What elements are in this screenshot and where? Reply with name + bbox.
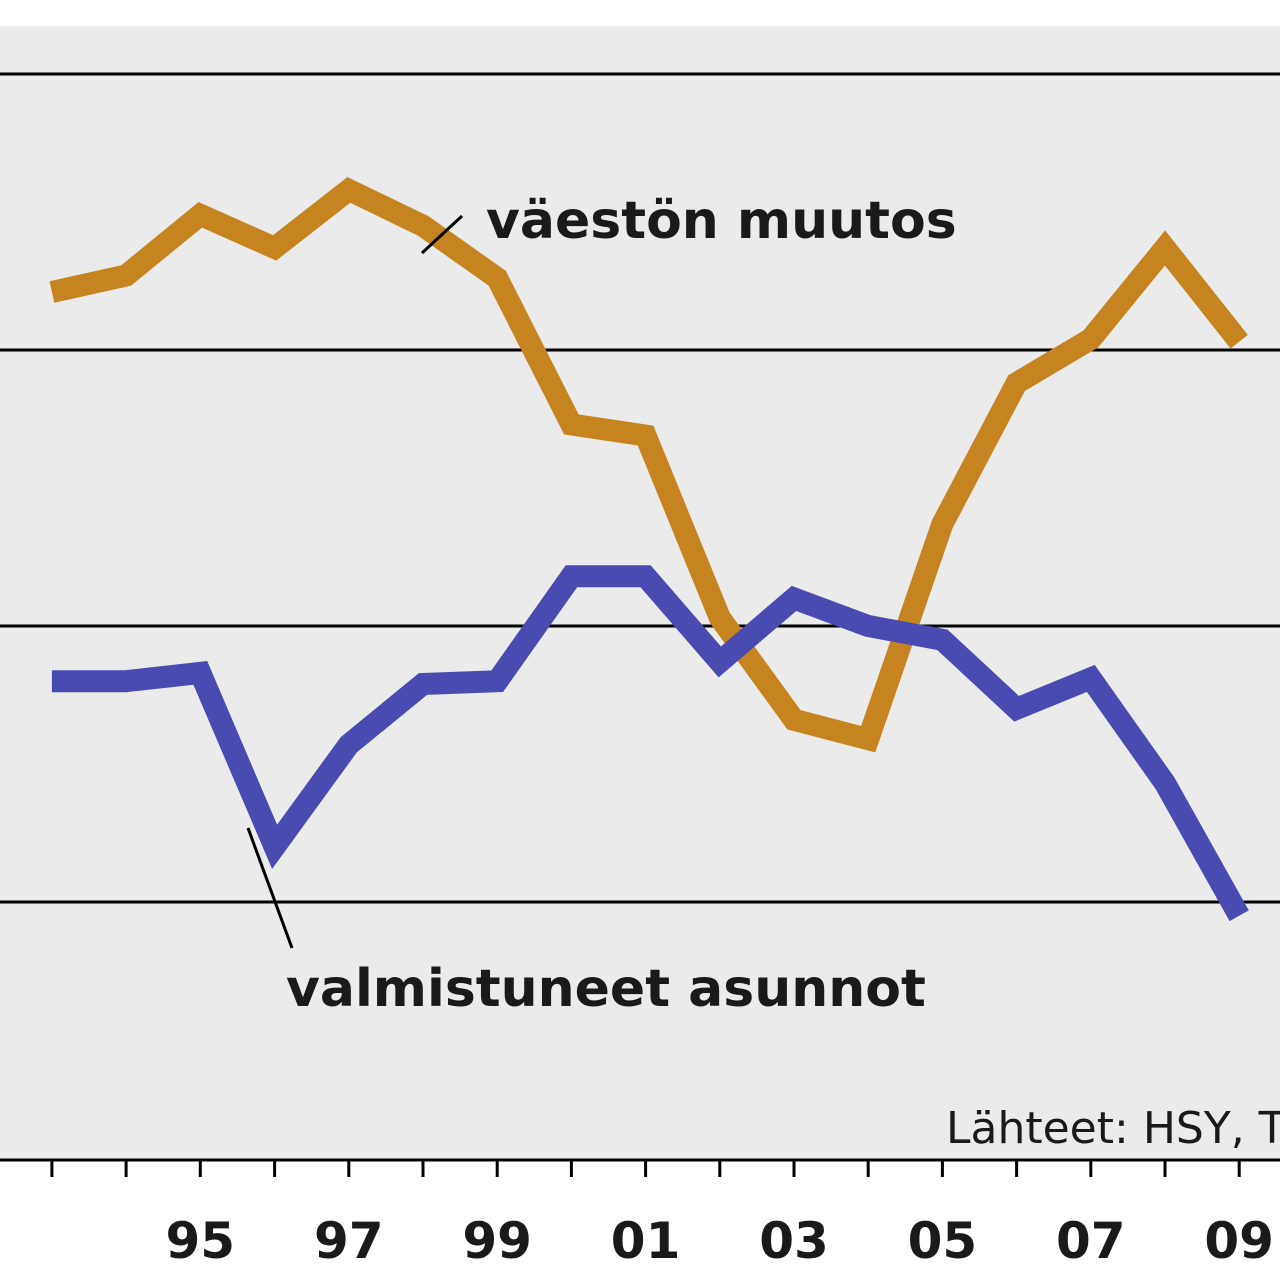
series-label-population-change: väestön muutos bbox=[486, 191, 957, 251]
leader-line-completed-dwellings bbox=[246, 827, 294, 949]
x-tick-label-2003: 03 bbox=[759, 1212, 829, 1270]
x-tick-label-2001: 01 bbox=[611, 1212, 681, 1270]
source-note: Lähteet: HSY, Tilastokeskus bbox=[946, 1103, 1280, 1154]
x-axis: 95 97 99 01 03 05 07 09 bbox=[0, 1158, 1280, 1270]
x-tick-label-2007: 07 bbox=[1056, 1212, 1126, 1270]
leader-line-population-change bbox=[420, 214, 464, 255]
series-label-completed-dwellings: valmistuneet asunnot bbox=[286, 959, 926, 1019]
x-tick-label-2009: 09 bbox=[1204, 1212, 1274, 1270]
x-tick-label-1999: 99 bbox=[462, 1212, 532, 1270]
x-tick-label-1995: 95 bbox=[166, 1212, 236, 1270]
series-line-completed-dwellings bbox=[51, 565, 1249, 922]
x-tick-label-2005: 05 bbox=[908, 1212, 978, 1270]
series-line-population-change bbox=[49, 177, 1248, 753]
series-layer bbox=[49, 177, 1249, 922]
x-tick-label-1997: 97 bbox=[314, 1212, 384, 1270]
